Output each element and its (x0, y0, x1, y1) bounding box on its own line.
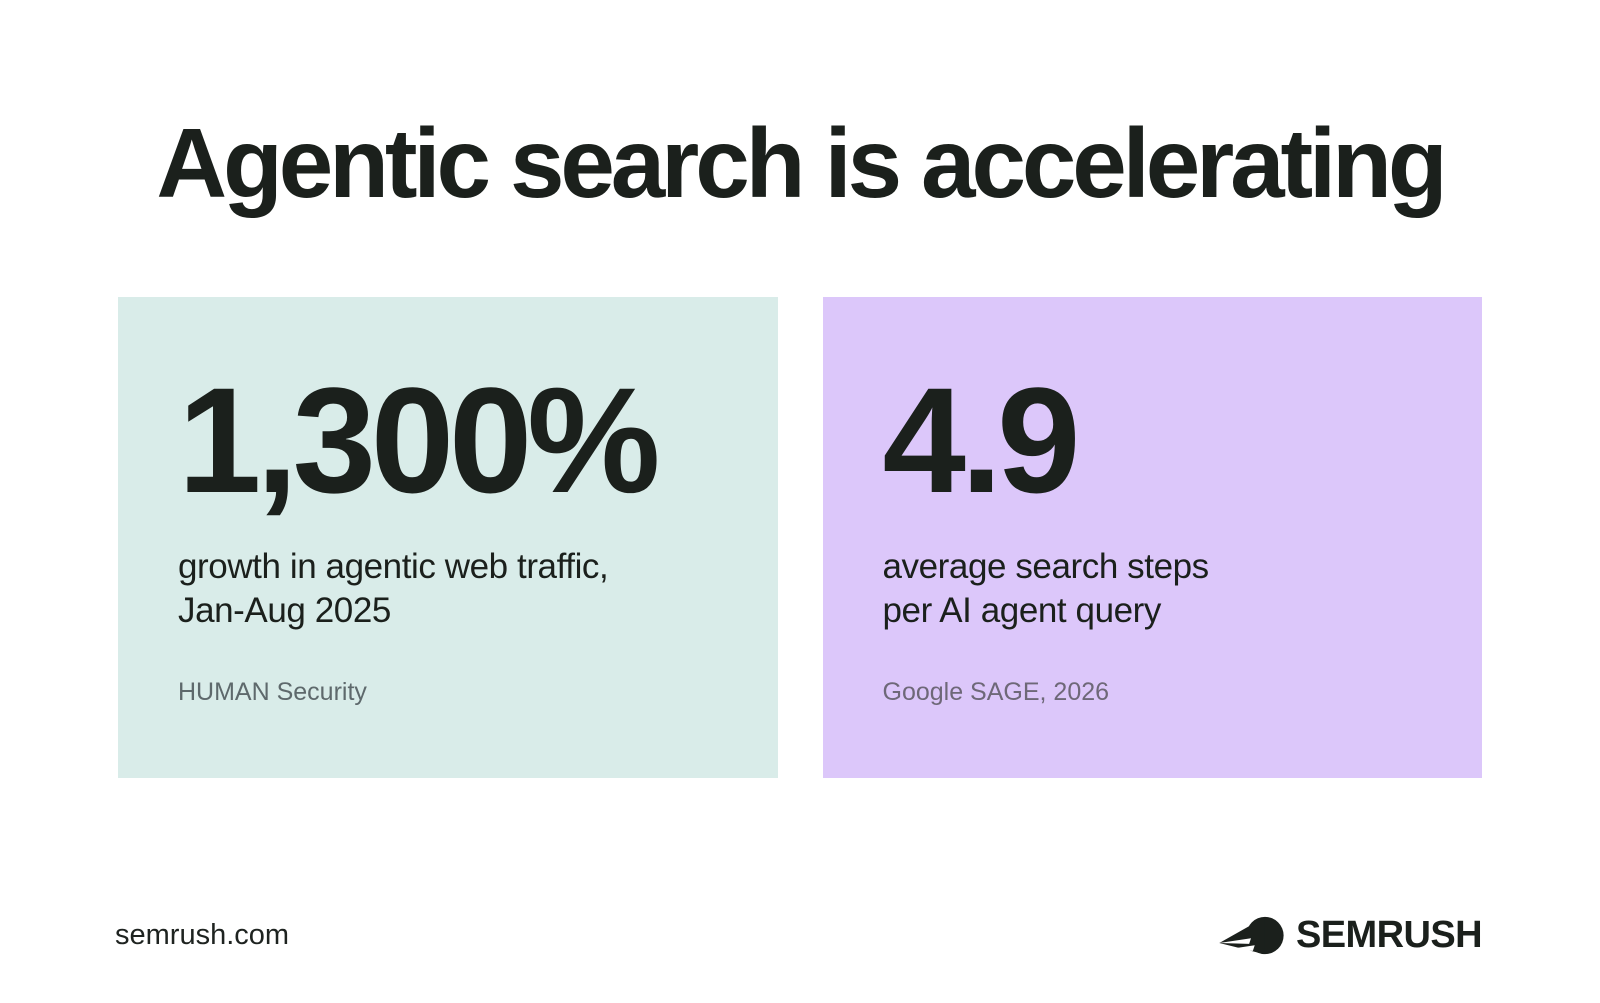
stat-value: 1,300% (178, 356, 660, 524)
website-url: semrush.com (115, 918, 290, 951)
stat-source: Google SAGE, 2026 (882, 678, 1110, 707)
semrush-logo-text: SEMRUSH (1295, 913, 1483, 956)
stat-description-line1: average search steps (882, 547, 1210, 586)
semrush-logo: SEMRUSH (1217, 913, 1483, 957)
stat-description-line2: Jan-Aug 2025 (178, 591, 391, 631)
stat-card-agentic-traffic-growth: 1,300% growth in agentic web traffic, Ja… (118, 297, 778, 778)
stat-source: HUMAN Security (178, 678, 367, 707)
stat-description: growth in agentic web traffic, Jan-Aug 2… (178, 545, 730, 633)
footer: semrush.com SEMRUSH (115, 906, 1483, 964)
stat-card-search-steps: 4.9 average search steps per AI agent qu… (822, 297, 1482, 778)
stat-description: average search steps per AI agent query (883, 545, 1435, 633)
semrush-comet-icon (1219, 916, 1284, 954)
stat-value: 4.9 (882, 356, 1081, 524)
stat-cards-row: 1,300% growth in agentic web traffic, Ja… (118, 297, 1482, 778)
stat-description-line1: growth in agentic web traffic, (178, 547, 609, 586)
page-title: Agentic search is accelerating (156, 108, 1447, 218)
stat-description-line2: per AI agent query (882, 591, 1162, 631)
